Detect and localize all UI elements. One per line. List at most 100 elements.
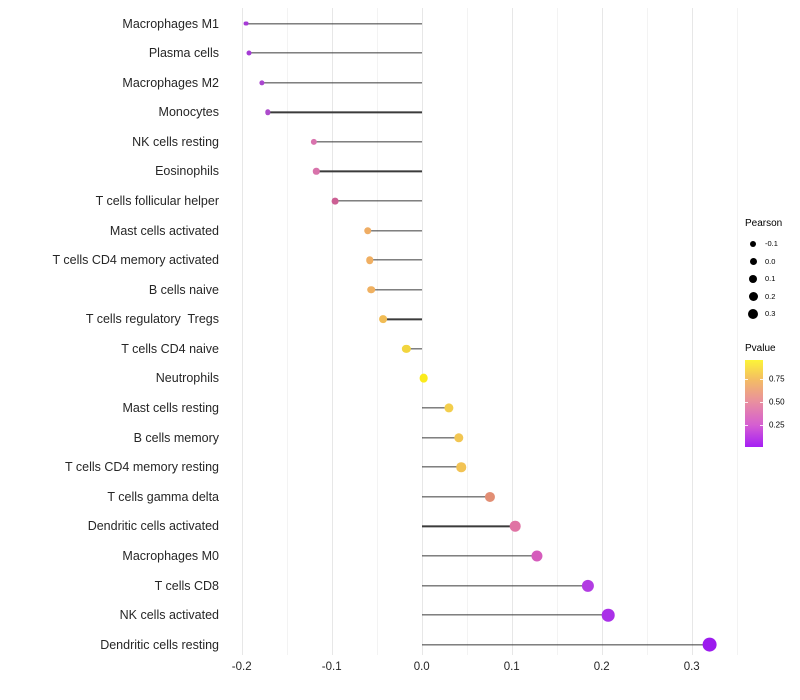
data-point <box>419 374 428 383</box>
y-axis-label: B cells naive <box>148 282 219 297</box>
gridline-major <box>241 8 243 655</box>
gridline-minor <box>466 8 468 655</box>
plot-panel <box>226 8 744 655</box>
data-point <box>367 285 376 294</box>
gridline-minor <box>286 8 288 655</box>
x-axis-tick-label: 0.2 <box>593 661 610 673</box>
legend-size-value: 0.2 <box>765 291 776 301</box>
data-point <box>331 197 339 205</box>
y-axis-label: T cells CD4 memory activated <box>52 253 220 268</box>
colorbar-tick-label: 0.25 <box>769 420 785 430</box>
y-axis-label: NK cells activated <box>119 608 219 623</box>
legend-pearson-entry: 0.0 <box>745 253 800 271</box>
colorbar-tick-label: 0.75 <box>769 374 785 384</box>
data-point <box>243 21 249 26</box>
legend-size-dot-icon <box>748 291 758 301</box>
lollipop-stem <box>421 436 459 439</box>
legend-pearson: Pearson -0.1 0.0 0.1 0.2 0.3 <box>745 218 800 323</box>
y-axis-label: T cells gamma delta <box>107 489 219 504</box>
lollipop-stem <box>421 525 516 528</box>
legend-size-dot-icon <box>750 240 756 247</box>
lollipop-stem <box>406 348 422 350</box>
data-point <box>379 315 387 324</box>
lollipop-stem <box>335 200 422 202</box>
data-point <box>456 462 467 472</box>
colorbar-tick-mark <box>745 425 748 427</box>
lollipop-stem <box>371 289 422 291</box>
lollipop-stem <box>267 111 422 113</box>
colorbar-tick-mark <box>760 379 763 381</box>
y-axis-label: NK cells resting <box>132 134 219 149</box>
y-axis-label: T cells CD4 naive <box>121 341 219 356</box>
gridline-major <box>691 8 693 655</box>
colorbar-tick-mark <box>745 379 748 381</box>
lollipop-stem <box>316 170 422 173</box>
x-axis-tick-label: -0.1 <box>321 661 342 673</box>
gridline-major <box>331 8 333 655</box>
y-axis-label: T cells regulatory Tregs <box>85 312 219 327</box>
lollipop-stem <box>248 52 422 54</box>
legend-size-value: 0.3 <box>765 309 776 319</box>
legend-size-value: 0.0 <box>765 256 776 266</box>
data-point <box>453 432 464 443</box>
data-point <box>485 491 496 502</box>
legend-size-value: -0.1 <box>765 239 778 249</box>
legend-pvalue-title: Pvalue <box>745 343 776 354</box>
data-point <box>265 109 271 115</box>
legend-size-dot-icon <box>748 308 758 319</box>
legend-pearson-entry: 0.1 <box>745 270 800 288</box>
gridline-minor <box>736 8 738 655</box>
legend-pearson-entry: 0.2 <box>745 288 800 306</box>
lollipop-stem <box>313 141 422 143</box>
data-point <box>313 168 320 175</box>
data-point <box>702 637 718 653</box>
lollipop-stem <box>369 259 422 261</box>
y-axis-label: Macrophages M2 <box>122 75 219 90</box>
x-axis-tick-label: 0.0 <box>413 661 430 673</box>
lollipop-stem <box>421 407 449 409</box>
gridline-major <box>421 8 423 655</box>
legend-pearson-title: Pearson <box>745 218 783 229</box>
data-point <box>258 80 265 86</box>
data-point <box>510 521 521 532</box>
lollipop-stem <box>367 229 422 232</box>
y-axis-label: T cells CD4 memory resting <box>65 460 219 475</box>
y-axis-label: Neutrophils <box>155 371 219 386</box>
y-axis-label: T cells follicular helper <box>95 193 219 208</box>
legend-pearson-entries: -0.1 0.0 0.1 0.2 0.3 <box>745 235 800 323</box>
y-axis-label: Plasma cells <box>148 46 219 61</box>
y-axis-label: Macrophages M0 <box>122 548 219 563</box>
y-axis-label: Macrophages M1 <box>122 16 219 31</box>
colorbar-tick-mark <box>760 425 763 427</box>
legend-pearson-entry: 0.3 <box>745 305 800 323</box>
y-axis-label: T cells CD8 <box>154 578 219 593</box>
lollipop-stem <box>421 466 462 468</box>
gridline-major <box>601 8 603 655</box>
lollipop-stem <box>421 614 608 616</box>
lollipop-stem <box>421 555 537 557</box>
legend-pearson-entry: -0.1 <box>745 235 800 253</box>
colorbar-tick-label: 0.50 <box>769 397 785 407</box>
lollipop-stem <box>421 584 589 587</box>
lollipop-stem <box>421 496 491 498</box>
colorbar-tick-mark <box>745 401 748 403</box>
y-axis-label: Eosinophils <box>155 164 219 179</box>
legend-pvalue: Pvalue 0.75 0.50 0.25 <box>745 343 800 447</box>
lollipop-stem <box>383 318 422 320</box>
data-point <box>365 256 374 264</box>
gridline-major <box>511 8 513 655</box>
data-point <box>531 550 543 562</box>
legend-size-value: 0.1 <box>765 274 776 284</box>
lollipop-stem <box>421 644 710 646</box>
data-point <box>246 50 252 56</box>
data-point <box>601 608 615 622</box>
data-point <box>444 403 454 413</box>
y-axis-label: Dendritic cells resting <box>100 637 219 652</box>
pvalue-colorbar: 0.75 0.50 0.25 <box>745 360 785 447</box>
data-point <box>310 138 317 145</box>
legend-size-dot-icon <box>749 274 757 283</box>
y-axis-label: B cells memory <box>133 430 219 445</box>
lollipop-stem <box>261 82 422 84</box>
gridline-minor <box>556 8 558 655</box>
